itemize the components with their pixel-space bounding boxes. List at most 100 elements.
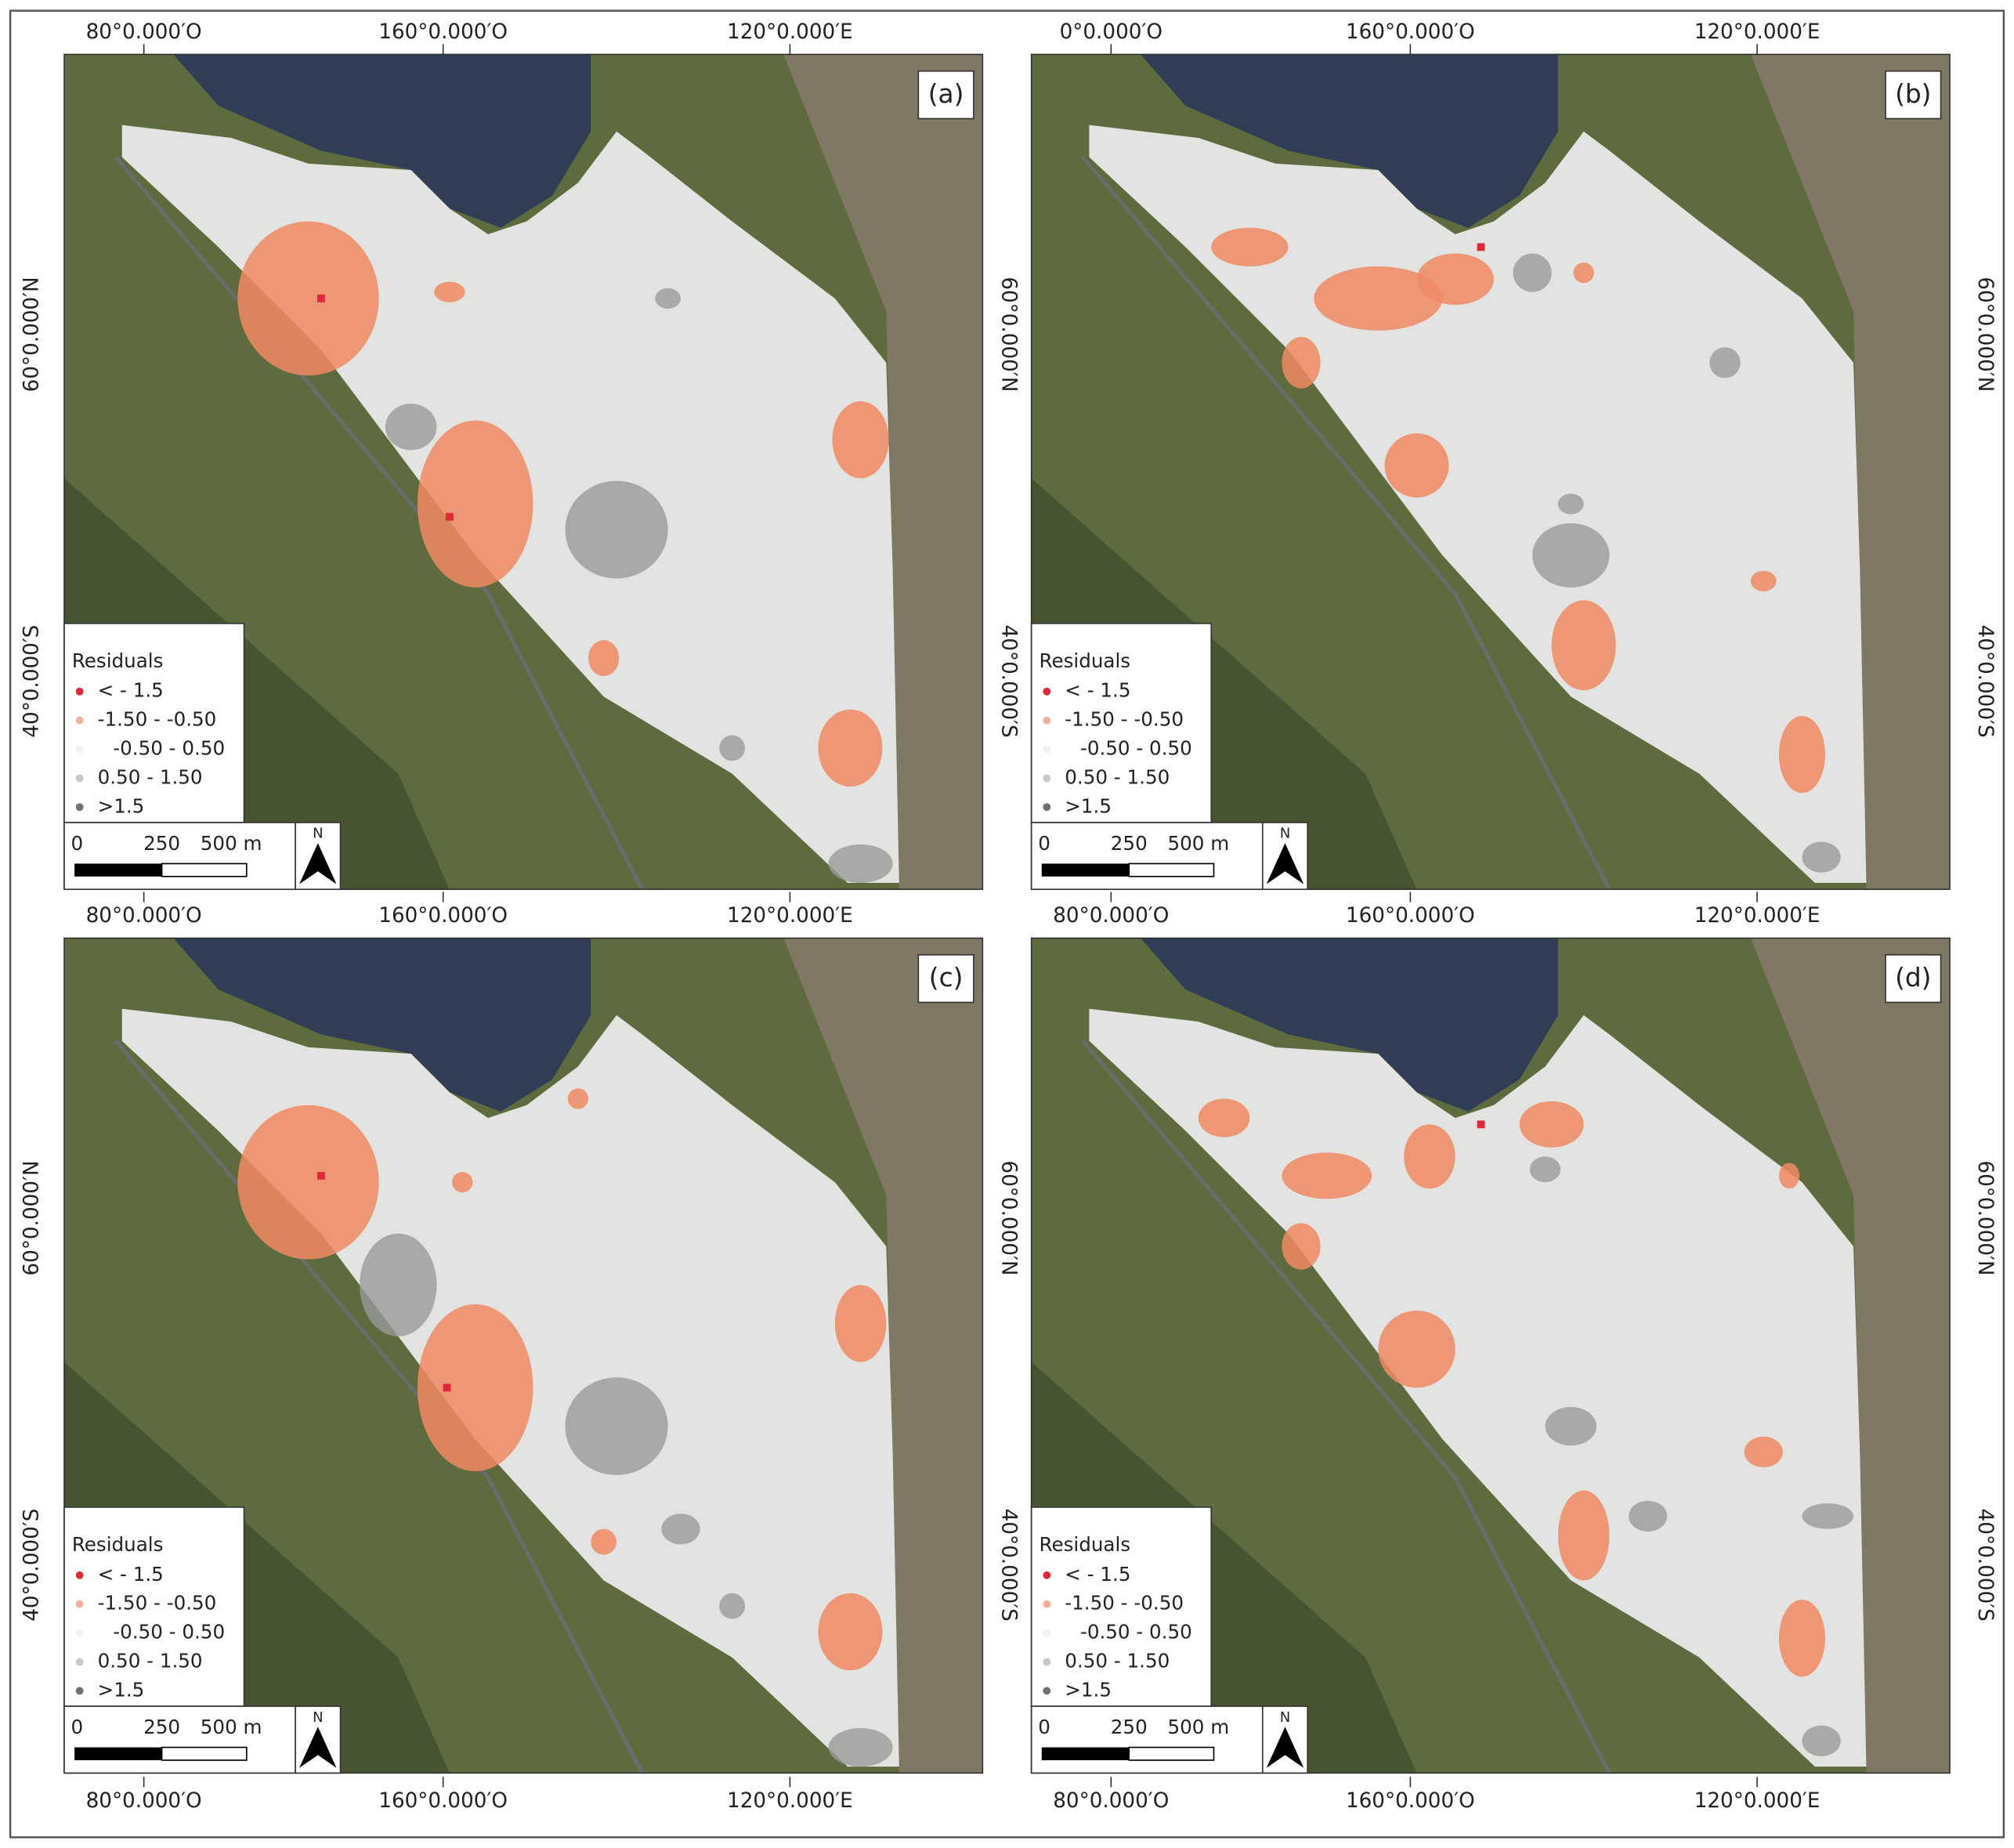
orange-residual-zone	[1416, 253, 1494, 306]
legend-swatch	[75, 1571, 84, 1579]
grey-residual-zone	[1629, 1500, 1668, 1532]
scale-bar-white	[1128, 1746, 1215, 1761]
orange-residual-zone	[832, 401, 889, 479]
scale-label: 250	[143, 832, 180, 855]
grey-residual-zone	[1557, 494, 1584, 515]
orange-residual-zone	[237, 221, 379, 376]
city-area	[1089, 1008, 1867, 1767]
legend-item: -0.50 - 0.50	[1080, 737, 1192, 760]
orange-residual-zone	[818, 1593, 883, 1671]
orange-residual-zone	[1282, 1223, 1321, 1270]
legend-swatch	[1043, 803, 1051, 812]
coordinate-label: 160°0.000′O	[378, 1789, 508, 1813]
legend-item: 0.50 - 1.50	[1065, 765, 1170, 788]
orange-residual-zone	[1744, 1436, 1783, 1468]
panel-label-box	[917, 954, 974, 1004]
coordinate-label: 120°0.000′E	[1694, 20, 1821, 44]
orange-residual-zone	[1551, 600, 1616, 691]
orange-residual-zone	[1778, 1599, 1825, 1677]
panel-label-box	[1885, 954, 1942, 1004]
legend-item: < - 1.5	[1065, 679, 1130, 702]
legend-item: 0.50 - 1.50	[98, 1649, 203, 1672]
coordinate-label: 60°0.000′N	[997, 1160, 1021, 1275]
legend-swatch	[75, 1600, 84, 1608]
coordinate-label: 60°0.000′N	[1973, 277, 1997, 392]
orange-residual-zone	[1282, 1152, 1372, 1199]
legend-swatch	[1043, 1571, 1051, 1579]
coordinate-label: 80°0.000′O	[86, 904, 202, 928]
scale-bar-black	[1041, 1747, 1130, 1760]
orange-residual-zone	[434, 281, 465, 302]
legend-item: -0.50 - 0.50	[1080, 1621, 1192, 1644]
orange-residual-zone	[417, 420, 533, 588]
coordinate-label: 40°0.000′S	[997, 1509, 1021, 1622]
map-border	[1030, 937, 1951, 1774]
coordinate-label: 60°0.000′N	[20, 277, 43, 392]
panel-label: (d)	[1895, 963, 1931, 993]
panel-label: (c)	[929, 963, 964, 993]
legend-item: -0.50 - 0.50	[113, 1621, 225, 1644]
scale-label: 500 m	[201, 832, 262, 855]
urban-east	[783, 54, 983, 890]
legend-swatch	[75, 803, 84, 812]
north-label: N	[1280, 1709, 1290, 1726]
north-label: N	[313, 1709, 323, 1726]
legend-item: 0.50 - 1.50	[98, 765, 203, 788]
legend-item: >1.5	[98, 794, 145, 817]
orange-residual-zone	[1573, 262, 1594, 284]
orange-residual-zone	[567, 1088, 588, 1109]
legend-item: < - 1.5	[98, 679, 164, 702]
orange-residual-zone	[1519, 1101, 1584, 1148]
grey-residual-zone	[828, 1727, 893, 1767]
legend-item: -0.50 - 0.50	[113, 737, 225, 760]
coordinate-label: 40°0.000′S	[1973, 1509, 1997, 1622]
coordinate-label: 40°0.000′S	[1973, 625, 1997, 738]
coordinate-label: 0°0.000′O	[1060, 20, 1162, 44]
legend-item: >1.5	[1065, 794, 1112, 817]
orange-residual-zone	[1384, 433, 1449, 498]
legend-swatch	[75, 1658, 84, 1666]
grey-residual-zone	[719, 735, 746, 761]
orange-residual-zone	[1282, 337, 1321, 389]
scale-label: 0	[71, 1716, 84, 1738]
legend-item: -1.50 - -0.50	[98, 1592, 217, 1615]
coordinate-label: 80°0.000′O	[86, 20, 202, 44]
orange-residual-zone	[591, 1528, 617, 1555]
legend-swatch	[1043, 1600, 1051, 1608]
orange-residual-zone	[834, 1285, 887, 1362]
scale-box	[1030, 822, 1264, 891]
legend-swatch	[75, 687, 84, 696]
orange-residual-zone	[1378, 1311, 1455, 1388]
legend-title: Residuals	[1039, 649, 1130, 672]
legend-swatch	[75, 716, 84, 725]
scale-label: 500 m	[201, 1716, 262, 1738]
north-arrow	[299, 843, 337, 884]
scale-bar-black	[74, 863, 162, 877]
grey-residual-zone	[385, 403, 437, 450]
legend-item: -1.50 - -0.50	[1065, 1592, 1184, 1615]
orange-residual-zone	[1778, 715, 1825, 794]
map-border	[63, 53, 984, 891]
orange-residual-zone	[417, 1304, 533, 1471]
map-border	[1030, 53, 1951, 891]
orange-residual-zone	[1404, 1124, 1455, 1189]
red-residual-cell	[1477, 243, 1485, 251]
red-residual-cell	[445, 512, 454, 521]
legend-title: Residuals	[72, 649, 164, 672]
coordinate-label: 40°0.000′S	[997, 625, 1021, 738]
legend-title: Residuals	[72, 1533, 164, 1556]
orange-residual-zone	[1211, 227, 1289, 266]
legend-item: >1.5	[98, 1678, 145, 1701]
legend-swatch	[75, 1629, 84, 1637]
scale-box	[1030, 1705, 1264, 1774]
grey-residual-zone	[565, 480, 668, 579]
grey-residual-zone	[1513, 253, 1552, 292]
orange-residual-zone	[1557, 1490, 1610, 1581]
panel-label: (a)	[928, 79, 964, 109]
legend-box	[63, 1506, 245, 1707]
grey-residual-zone	[1532, 523, 1610, 588]
grey-residual-zone	[1802, 841, 1841, 873]
legend-swatch	[1043, 716, 1051, 725]
scale-label: 250	[1111, 1716, 1148, 1738]
